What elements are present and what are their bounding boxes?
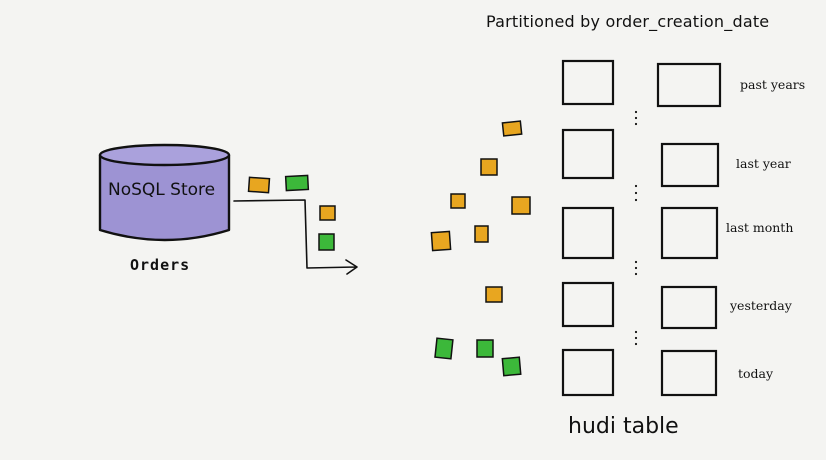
ellipsis-dots <box>634 110 638 346</box>
record-orange <box>247 176 271 194</box>
record-green <box>284 174 310 192</box>
orders-label: Orders <box>130 256 191 274</box>
partition-files-left <box>561 59 615 397</box>
record-orange <box>450 193 466 209</box>
file-box <box>660 349 718 397</box>
file-box <box>561 281 615 328</box>
partition-files-right <box>656 62 722 397</box>
record-orange <box>485 286 503 303</box>
record-orange <box>474 225 489 243</box>
partition-label-today: today <box>738 366 774 381</box>
flow-arrow <box>233 199 358 275</box>
file-box <box>660 206 719 260</box>
file-box <box>561 348 615 397</box>
record-orange <box>501 120 523 137</box>
record-green <box>476 339 494 358</box>
record-orange <box>319 205 336 221</box>
record-orange <box>511 196 531 215</box>
hudi-table-label: hudi table <box>568 414 679 439</box>
partition-label-past-years: past years <box>740 77 806 92</box>
partition-label-last-year: last year <box>736 156 791 171</box>
store-label: NoSQL Store <box>108 180 216 200</box>
file-box <box>656 62 722 108</box>
record-orange <box>430 230 452 252</box>
record-green <box>318 233 335 251</box>
partition-label-yesterday: yesterday <box>730 298 792 313</box>
file-box <box>660 285 718 330</box>
diagram-title: Partitioned by order_creation_date <box>486 12 770 31</box>
record-green <box>434 337 454 360</box>
record-orange <box>480 158 498 176</box>
file-box <box>561 128 615 180</box>
record-green <box>501 356 522 377</box>
file-box <box>561 206 615 260</box>
nosql-store-cylinder <box>98 143 231 242</box>
partition-label-last-month: last month <box>726 220 794 235</box>
file-box <box>660 142 720 188</box>
file-box <box>561 59 615 106</box>
